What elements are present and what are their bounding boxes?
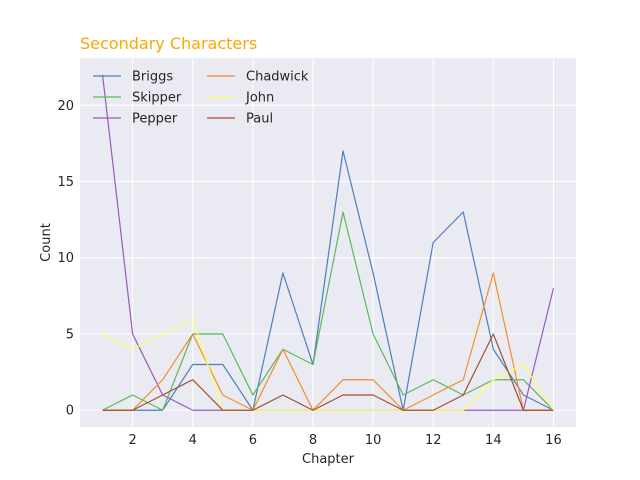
legend-label: Briggs	[132, 70, 173, 85]
series-line-paul	[102, 333, 554, 411]
y-tick-label: 10	[57, 251, 74, 266]
x-tick-label: 4	[189, 433, 197, 448]
series-lines	[101, 74, 555, 411]
series-line-skipper	[102, 211, 554, 411]
y-tick-label: 5	[66, 327, 74, 342]
x-tick-label: 14	[485, 433, 502, 448]
axis-ticks: 2 4 6 8 10 12 14 16 0 5 10 15 20	[57, 99, 561, 448]
x-tick-label: 8	[309, 433, 317, 448]
legend-label: Paul	[246, 112, 273, 127]
legend-item-briggs: Briggs	[93, 70, 173, 85]
legend-label: Chadwick	[246, 70, 309, 85]
legend-item-skipper: Skipper	[93, 91, 182, 106]
legend: Briggs Skipper Pepper Chadwick John Paul	[93, 70, 309, 127]
series-line-chadwick	[102, 272, 554, 411]
y-tick-label: 15	[57, 175, 74, 190]
legend-item-john: John	[207, 91, 274, 106]
chart-title: Secondary Characters	[80, 34, 257, 53]
x-tick-label: 16	[545, 433, 562, 448]
legend-item-paul: Paul	[207, 112, 273, 127]
y-tick-label: 20	[57, 99, 74, 114]
x-tick-label: 6	[249, 433, 257, 448]
x-axis-label: Chapter	[302, 452, 355, 467]
x-tick-label: 10	[365, 433, 382, 448]
legend-item-chadwick: Chadwick	[207, 70, 309, 85]
y-tick-label: 0	[66, 404, 74, 419]
legend-item-pepper: Pepper	[93, 112, 178, 127]
legend-label: Pepper	[132, 112, 178, 127]
legend-label: John	[245, 91, 274, 106]
series-line-john	[102, 318, 554, 411]
y-axis-label: Count	[39, 223, 54, 262]
x-tick-label: 12	[425, 433, 442, 448]
legend-label: Skipper	[132, 91, 182, 106]
x-tick-label: 2	[128, 433, 136, 448]
